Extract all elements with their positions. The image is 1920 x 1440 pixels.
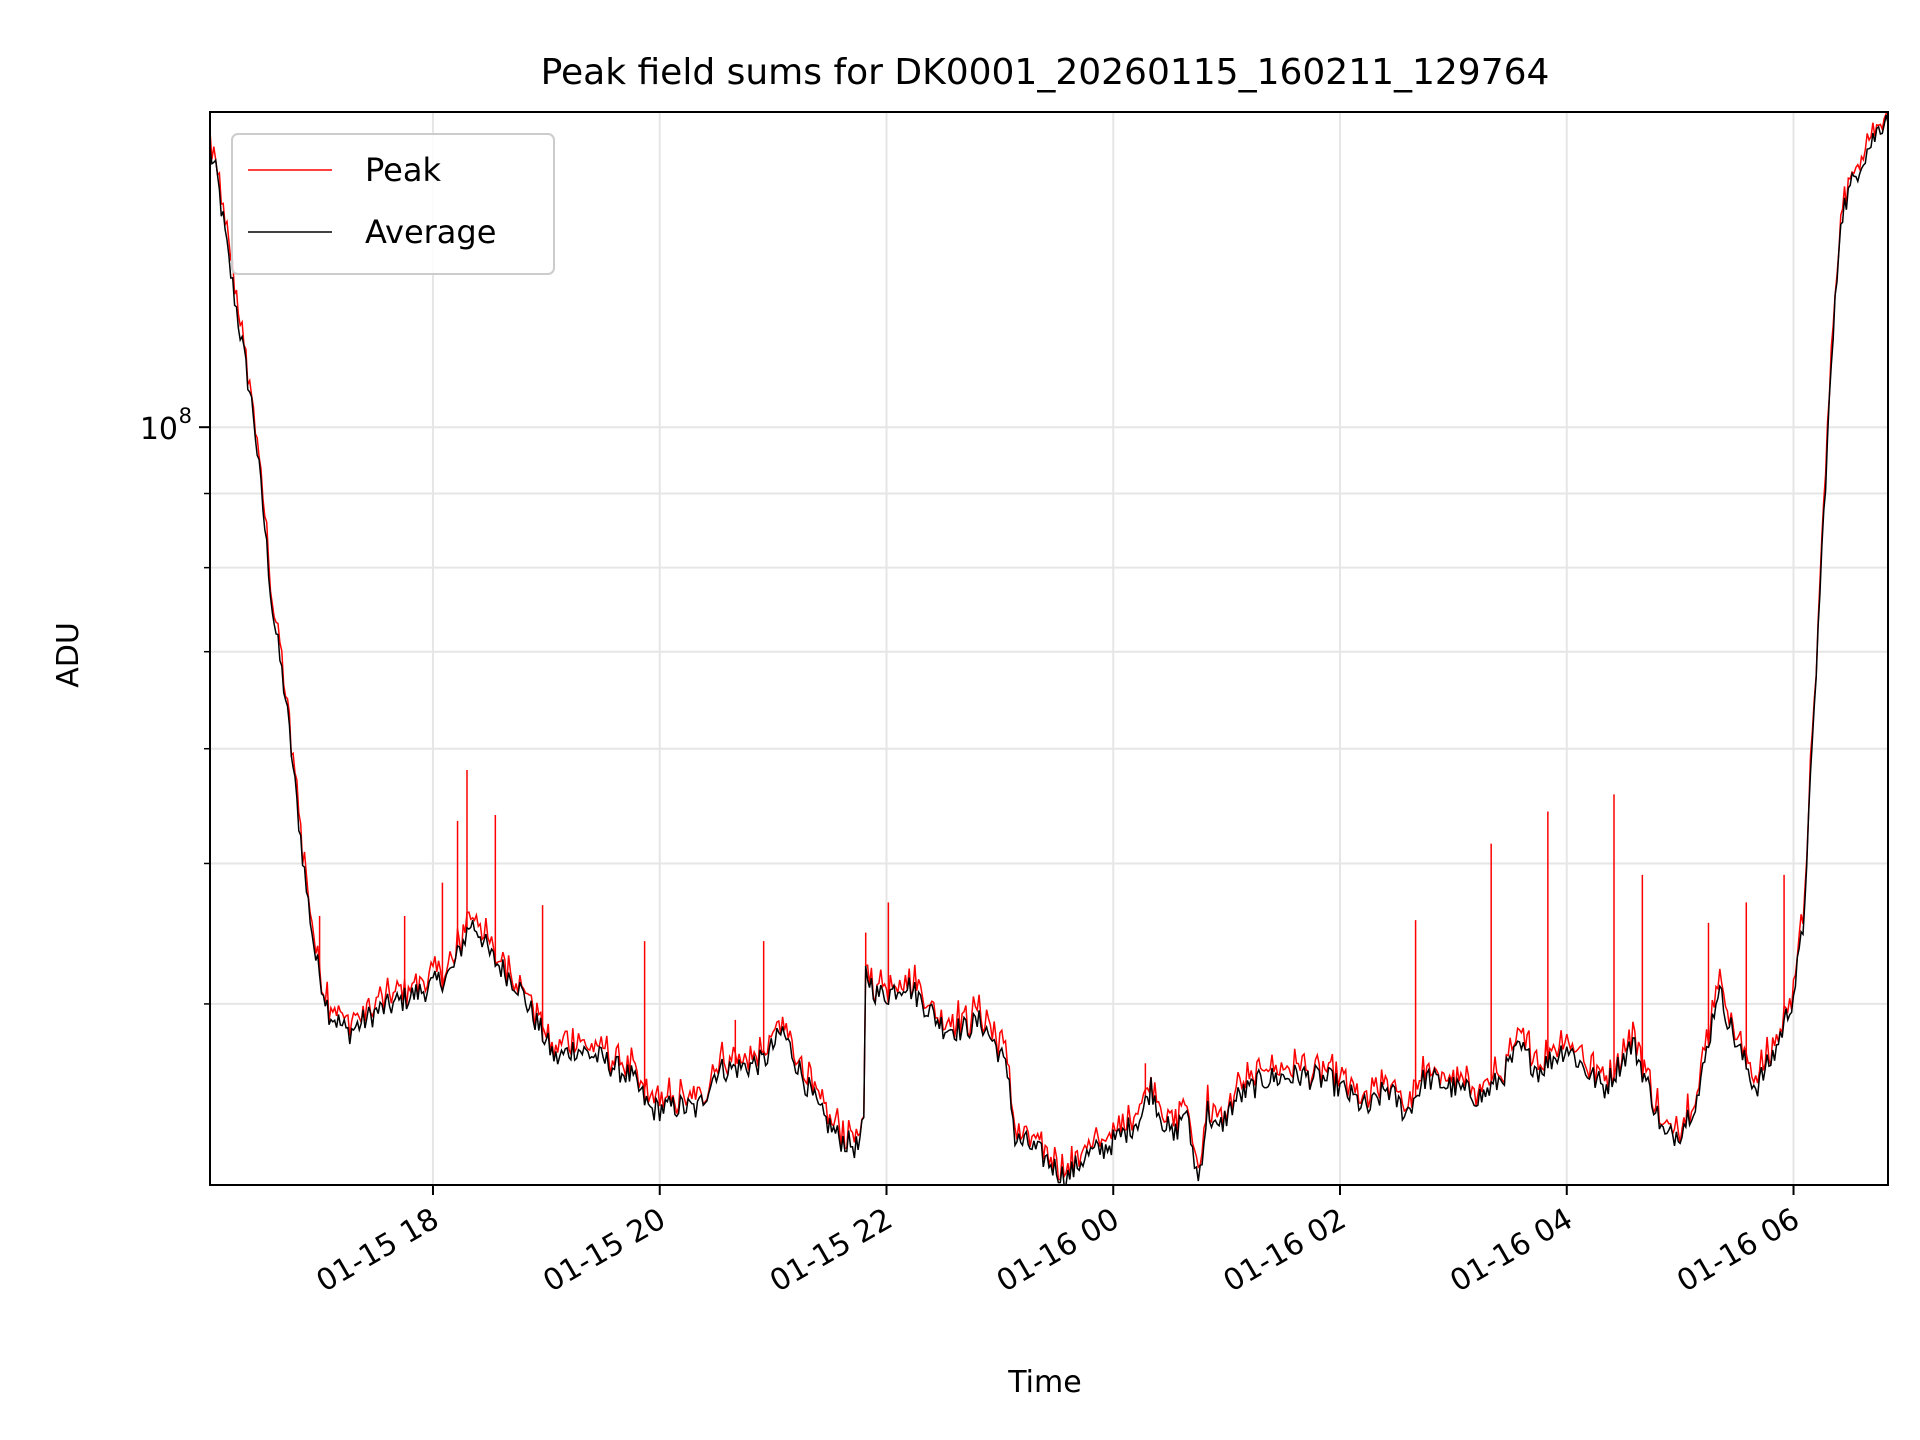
y-axis-label: ADU xyxy=(51,622,86,688)
average-series-line xyxy=(209,115,1889,1186)
plot-frame xyxy=(209,111,1889,1186)
plot-area xyxy=(209,113,1889,1186)
x-axis-label: Time xyxy=(1007,1365,1081,1400)
y-axis: 10 8 xyxy=(140,404,210,1005)
y-tick-label: 10 xyxy=(140,412,178,447)
legend-box xyxy=(231,133,555,275)
legend-label-average: Average xyxy=(365,213,496,251)
y-tick-exponent: 8 xyxy=(179,404,192,428)
legend-label-peak: Peak xyxy=(365,151,441,189)
chart-title: Peak field sums for DK0001_20260115_1602… xyxy=(541,52,1550,93)
grid xyxy=(210,112,1888,1185)
legend: Peak Average xyxy=(231,133,555,275)
